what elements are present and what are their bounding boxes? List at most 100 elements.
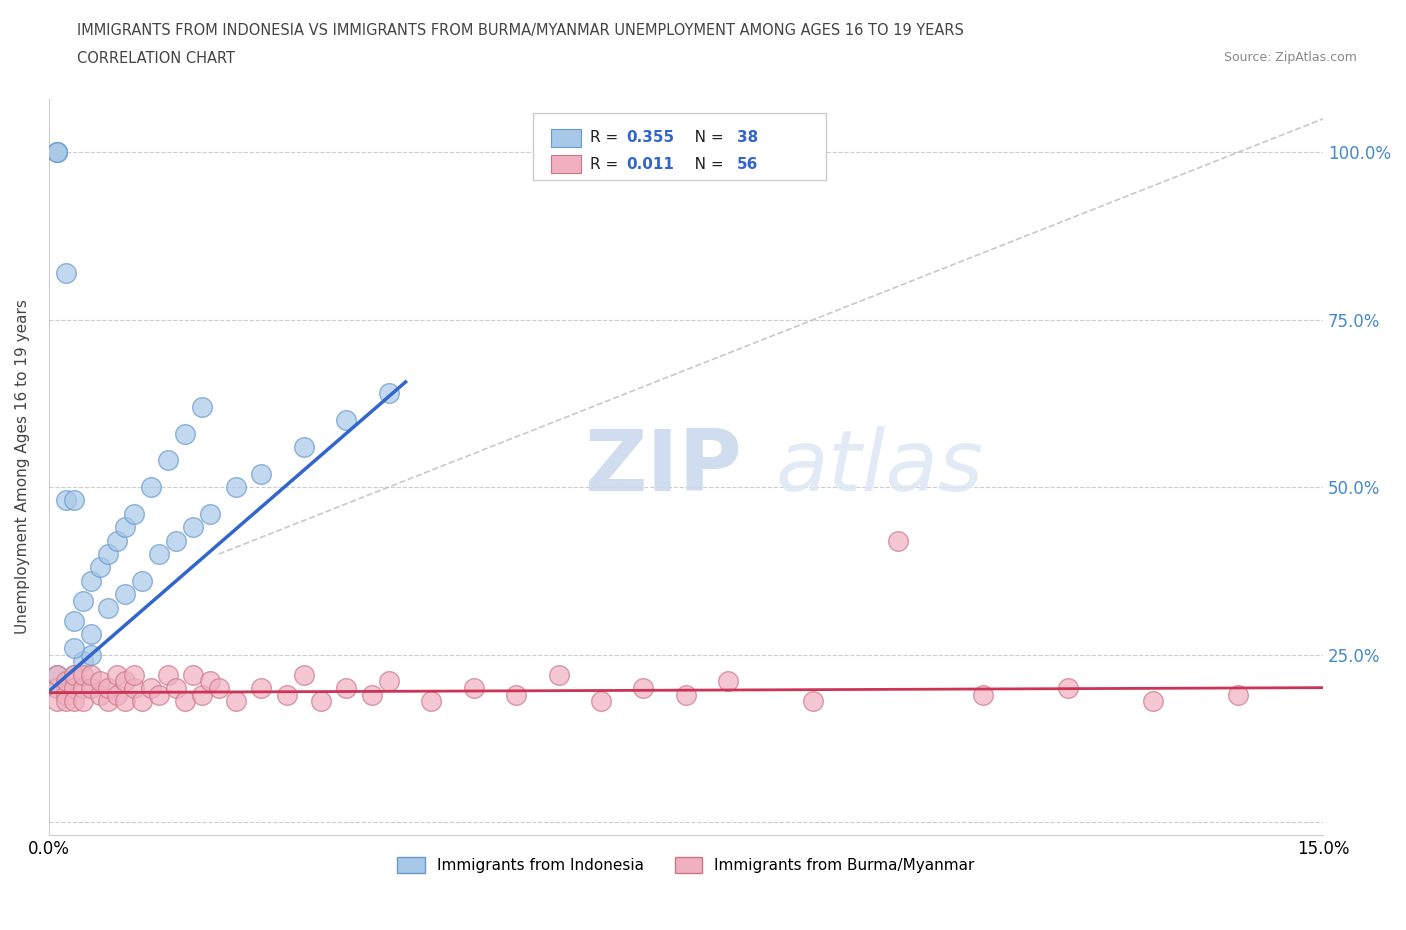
Point [190,687,212,702]
Point [122,681,145,696]
Point [360,687,382,702]
Point [335,681,357,696]
Point [181,520,204,535]
Point [148,687,170,702]
Point [63,667,86,682]
Text: R =: R = [591,157,623,172]
Point [46,694,69,709]
Point [80,681,103,696]
Point [208,681,231,696]
Point [89,674,111,689]
Point [190,399,212,414]
Point [46,145,69,160]
Point [173,694,195,709]
Point [377,674,399,689]
Point [114,520,136,535]
Point [972,687,994,702]
Point [589,694,612,709]
Point [72,667,94,682]
FancyBboxPatch shape [551,155,582,173]
Point [55,681,77,696]
Point [225,480,247,495]
Point [55,493,77,508]
Text: 56: 56 [737,157,758,172]
Point [89,687,111,702]
Point [250,466,273,481]
Point [63,641,86,656]
Point [46,145,69,160]
Point [80,647,103,662]
Point [63,614,86,629]
Point [72,694,94,709]
Text: 0.011: 0.011 [626,157,673,172]
Point [105,667,128,682]
Point [72,593,94,608]
Text: ZIP: ZIP [583,426,742,509]
Point [309,694,332,709]
Point [276,687,298,702]
Point [675,687,697,702]
Point [335,413,357,428]
Text: atlas: atlas [775,426,983,509]
Point [97,600,120,615]
Text: 0.355: 0.355 [626,130,673,145]
Point [55,687,77,702]
Point [225,694,247,709]
FancyBboxPatch shape [551,129,582,147]
Point [80,574,103,589]
Point [63,694,86,709]
Point [97,681,120,696]
Point [165,533,187,548]
Point [46,667,69,682]
Point [114,674,136,689]
Point [63,493,86,508]
Point [505,687,527,702]
FancyBboxPatch shape [533,113,827,179]
Point [156,453,179,468]
Point [105,533,128,548]
Point [250,681,273,696]
Point [1227,687,1250,702]
Point [463,681,485,696]
Point [46,145,69,160]
Point [55,674,77,689]
Point [97,694,120,709]
Text: Source: ZipAtlas.com: Source: ZipAtlas.com [1223,51,1357,64]
Point [887,533,910,548]
Point [292,667,315,682]
Text: CORRELATION CHART: CORRELATION CHART [77,51,235,66]
Point [72,681,94,696]
Point [717,674,740,689]
Point [114,694,136,709]
Text: IMMIGRANTS FROM INDONESIA VS IMMIGRANTS FROM BURMA/MYANMAR UNEMPLOYMENT AMONG AG: IMMIGRANTS FROM INDONESIA VS IMMIGRANTS … [77,23,965,38]
Point [156,667,179,682]
Point [97,547,120,562]
Point [165,681,187,696]
Point [80,667,103,682]
Point [122,507,145,522]
Point [181,667,204,682]
Point [46,681,69,696]
Point [80,627,103,642]
Y-axis label: Unemployment Among Ages 16 to 19 years: Unemployment Among Ages 16 to 19 years [15,299,30,634]
Point [173,426,195,441]
Point [55,694,77,709]
Point [377,386,399,401]
Text: R =: R = [591,130,623,145]
Point [139,681,162,696]
Point [105,687,128,702]
Point [292,440,315,455]
Point [131,574,153,589]
Point [547,667,569,682]
Point [72,654,94,669]
Point [198,674,221,689]
Point [55,265,77,280]
Point [63,667,86,682]
Point [198,507,221,522]
Point [63,681,86,696]
Point [1142,694,1164,709]
Point [89,560,111,575]
Point [122,667,145,682]
Text: 38: 38 [737,130,758,145]
Point [148,547,170,562]
